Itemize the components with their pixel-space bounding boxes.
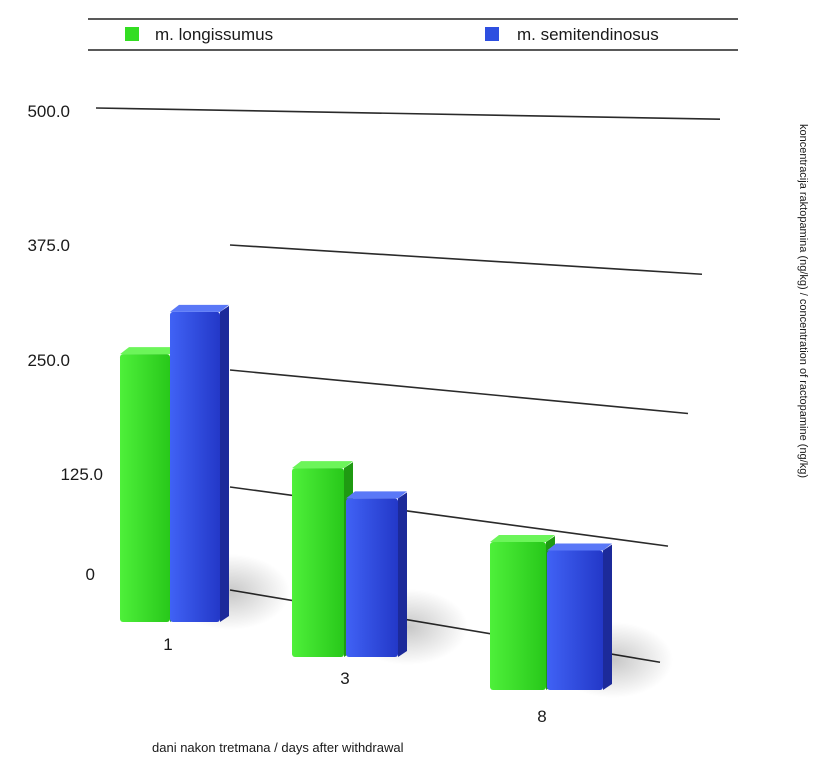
bar-longissumus-3: [292, 461, 353, 657]
bar-top: [346, 491, 407, 499]
bar-side: [220, 305, 229, 622]
bar-top: [120, 347, 179, 355]
y-axis-ticks: 0 125.0 250.0 375.0 500.0: [27, 102, 103, 584]
x-tick-label: 8: [537, 707, 546, 726]
y-tick-label: 250.0: [27, 351, 70, 370]
bar-longissumus-8: [490, 534, 555, 690]
legend-swatch-longissumus: [125, 27, 139, 41]
legend-swatch-semitendinosus: [485, 27, 499, 41]
y-axis-label: koncentracija raktopamina (ng/kg) / conc…: [797, 124, 809, 478]
x-tick-label: 1: [163, 635, 172, 654]
bar-front: [120, 354, 170, 622]
bar-semitendinosus-8: [547, 543, 612, 690]
bar-front: [292, 468, 344, 657]
gridline: [229, 369, 689, 415]
legend: m. longissumus m. semitendinosus: [88, 18, 738, 51]
bar-top: [547, 543, 612, 551]
y-tick-label: 0: [86, 565, 95, 584]
bar-top: [490, 534, 555, 542]
bars: [120, 304, 612, 690]
bar-semitendinosus-3: [346, 491, 407, 657]
x-tick-label: 3: [340, 669, 349, 688]
bar-front: [170, 311, 220, 622]
bar-top: [170, 304, 229, 312]
bar-side: [603, 544, 612, 690]
x-axis-label: dani nakon tretmana / days after withdra…: [152, 740, 404, 755]
x-axis-ticks: 1 3 8: [163, 635, 546, 726]
bar-semitendinosus-1: [170, 304, 229, 622]
legend-label-longissumus: m. longissumus: [155, 25, 273, 44]
legend-label-semitendinosus: m. semitendinosus: [517, 25, 659, 44]
bar-top: [292, 461, 353, 469]
y-tick-label: 375.0: [27, 236, 70, 255]
bar-front: [346, 498, 398, 657]
bar-front: [547, 550, 603, 690]
gridline: [229, 244, 703, 276]
y-tick-label: 500.0: [27, 102, 70, 121]
bar-side: [398, 492, 407, 657]
gridline: [95, 107, 721, 121]
bar-front: [490, 541, 546, 690]
y-tick-label: 125.0: [60, 465, 103, 484]
